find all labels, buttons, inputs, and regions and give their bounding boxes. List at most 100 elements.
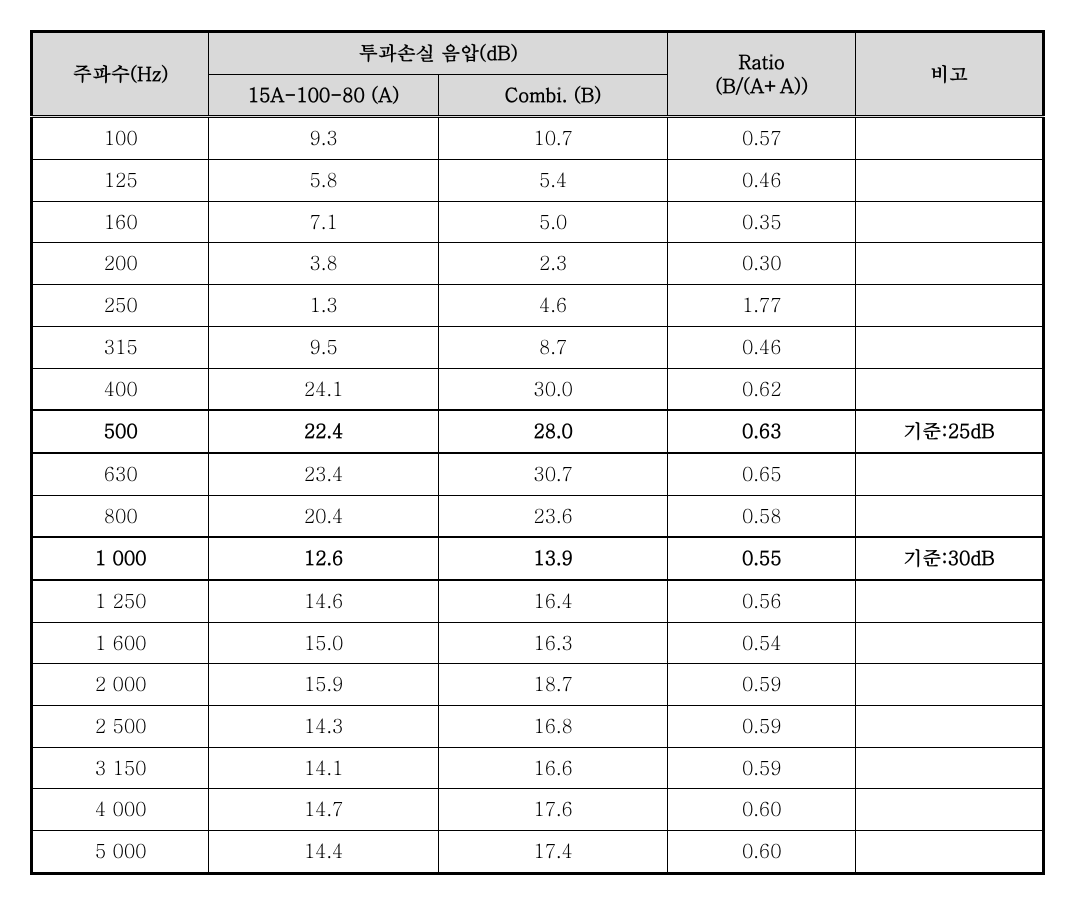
cell-b: 23.6 xyxy=(438,495,668,537)
cell-b: 8.7 xyxy=(438,326,668,368)
cell-frequency: 5 000 xyxy=(32,831,209,874)
cell-a: 14.4 xyxy=(209,831,439,874)
cell-ratio: 0.30 xyxy=(668,243,856,285)
cell-ratio: 1.77 xyxy=(668,285,856,327)
cell-b: 30.0 xyxy=(438,368,668,410)
cell-ratio: 0.63 xyxy=(668,410,856,453)
cell-b: 2.3 xyxy=(438,243,668,285)
table-row: 2501.34.61.77 xyxy=(32,285,1044,327)
cell-b: 16.4 xyxy=(438,580,668,622)
header-loss-group: 투과손실 음압(dB) xyxy=(209,32,668,75)
cell-frequency: 500 xyxy=(32,410,209,453)
cell-frequency: 2 000 xyxy=(32,664,209,706)
cell-ratio: 0.62 xyxy=(668,368,856,410)
cell-frequency: 630 xyxy=(32,453,209,495)
cell-a: 15.0 xyxy=(209,622,439,664)
cell-b: 13.9 xyxy=(438,537,668,580)
cell-frequency: 4 000 xyxy=(32,789,209,831)
cell-ratio: 0.46 xyxy=(668,326,856,368)
header-note: 비고 xyxy=(856,32,1044,117)
cell-a: 14.7 xyxy=(209,789,439,831)
cell-note xyxy=(856,664,1044,706)
table-row: 4 00014.717.60.60 xyxy=(32,789,1044,831)
cell-a: 14.1 xyxy=(209,747,439,789)
cell-note xyxy=(856,580,1044,622)
header-ratio: Ratio (B/(A+A)) xyxy=(668,32,856,117)
header-col-b: Combi. (B) xyxy=(438,74,668,117)
cell-b: 30.7 xyxy=(438,453,668,495)
cell-b: 16.3 xyxy=(438,622,668,664)
cell-ratio: 0.57 xyxy=(668,117,856,160)
cell-frequency: 1 250 xyxy=(32,580,209,622)
cell-ratio: 0.54 xyxy=(668,622,856,664)
cell-b: 18.7 xyxy=(438,664,668,706)
table-row: 80020.423.60.58 xyxy=(32,495,1044,537)
cell-a: 14.6 xyxy=(209,580,439,622)
table-row: 1 25014.616.40.56 xyxy=(32,580,1044,622)
cell-a: 14.3 xyxy=(209,706,439,748)
cell-frequency: 1 600 xyxy=(32,622,209,664)
cell-note xyxy=(856,160,1044,202)
cell-b: 5.4 xyxy=(438,160,668,202)
cell-ratio: 0.59 xyxy=(668,664,856,706)
cell-ratio: 0.59 xyxy=(668,747,856,789)
cell-note: 기준:25dB xyxy=(856,410,1044,453)
cell-b: 17.6 xyxy=(438,789,668,831)
cell-ratio: 0.58 xyxy=(668,495,856,537)
header-frequency: 주파수(Hz) xyxy=(32,32,209,117)
cell-frequency: 125 xyxy=(32,160,209,202)
cell-frequency: 800 xyxy=(32,495,209,537)
cell-note xyxy=(856,285,1044,327)
cell-b: 17.4 xyxy=(438,831,668,874)
cell-note xyxy=(856,747,1044,789)
cell-a: 12.6 xyxy=(209,537,439,580)
cell-a: 20.4 xyxy=(209,495,439,537)
table-row: 3159.58.70.46 xyxy=(32,326,1044,368)
cell-a: 5.8 xyxy=(209,160,439,202)
table-row: 1 00012.613.90.55기준:30dB xyxy=(32,537,1044,580)
cell-a: 22.4 xyxy=(209,410,439,453)
cell-note xyxy=(856,706,1044,748)
cell-note: 기준:30dB xyxy=(856,537,1044,580)
cell-frequency: 3 150 xyxy=(32,747,209,789)
table-row: 2003.82.30.30 xyxy=(32,243,1044,285)
cell-b: 16.8 xyxy=(438,706,668,748)
table-row: 63023.430.70.65 xyxy=(32,453,1044,495)
cell-frequency: 1 000 xyxy=(32,537,209,580)
cell-note xyxy=(856,831,1044,874)
cell-ratio: 0.60 xyxy=(668,789,856,831)
cell-ratio: 0.65 xyxy=(668,453,856,495)
table-row: 2 00015.918.70.59 xyxy=(32,664,1044,706)
cell-a: 9.5 xyxy=(209,326,439,368)
cell-ratio: 0.60 xyxy=(668,831,856,874)
header-col-a: 15A-100-80 (A) xyxy=(209,74,439,117)
cell-frequency: 100 xyxy=(32,117,209,160)
cell-b: 4.6 xyxy=(438,285,668,327)
table-row: 2 50014.316.80.59 xyxy=(32,706,1044,748)
cell-note xyxy=(856,117,1044,160)
table-body: 1009.310.70.571255.85.4 0.46 1607.15.00.35… xyxy=(32,117,1044,873)
table-row: 5 00014.417.40.60 xyxy=(32,831,1044,874)
cell-ratio: 0.35 xyxy=(668,201,856,243)
cell-note xyxy=(856,326,1044,368)
cell-frequency: 250 xyxy=(32,285,209,327)
table-header: 주파수(Hz) 투과손실 음압(dB) Ratio (B/(A+A)) 비고 1… xyxy=(32,32,1044,117)
cell-a: 24.1 xyxy=(209,368,439,410)
cell-a: 7.1 xyxy=(209,201,439,243)
table-row: 1009.310.70.57 xyxy=(32,117,1044,160)
cell-ratio: 0.59 xyxy=(668,706,856,748)
table-row: 50022.428.00.63기준:25dB xyxy=(32,410,1044,453)
cell-frequency: 160 xyxy=(32,201,209,243)
cell-note xyxy=(856,789,1044,831)
cell-ratio: 0.55 xyxy=(668,537,856,580)
cell-b: 28.0 xyxy=(438,410,668,453)
cell-b: 5.0 xyxy=(438,201,668,243)
cell-note xyxy=(856,622,1044,664)
cell-b: 10.7 xyxy=(438,117,668,160)
table-row: 3 15014.116.60.59 xyxy=(32,747,1044,789)
cell-a: 1.3 xyxy=(209,285,439,327)
cell-note xyxy=(856,495,1044,537)
cell-frequency: 315 xyxy=(32,326,209,368)
table-row: 1 60015.016.30.54 xyxy=(32,622,1044,664)
cell-a: 15.9 xyxy=(209,664,439,706)
